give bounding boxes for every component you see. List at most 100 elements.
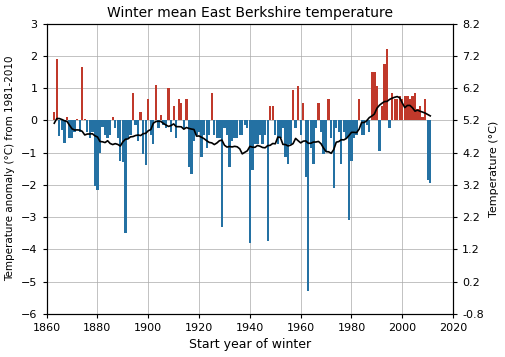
Bar <box>429 120 431 183</box>
Bar <box>144 120 147 165</box>
Bar <box>310 120 312 148</box>
Bar <box>401 99 403 120</box>
Bar <box>223 120 226 129</box>
Bar <box>102 120 104 127</box>
Bar <box>289 120 292 145</box>
Bar <box>200 120 203 157</box>
Bar <box>251 120 254 170</box>
Bar <box>157 120 160 129</box>
Bar <box>320 120 322 132</box>
Bar <box>233 120 236 138</box>
Bar <box>63 120 66 143</box>
Bar <box>406 96 409 120</box>
Bar <box>345 120 347 138</box>
Bar <box>294 120 297 129</box>
Bar <box>170 120 172 132</box>
Bar <box>272 106 274 120</box>
Bar <box>119 120 122 161</box>
Bar <box>417 109 419 120</box>
Bar <box>246 120 248 129</box>
Bar <box>124 120 127 233</box>
Bar <box>361 120 363 135</box>
Bar <box>208 120 211 135</box>
Bar <box>386 49 388 120</box>
Bar <box>383 64 386 120</box>
Bar <box>73 120 76 132</box>
Bar <box>203 120 206 135</box>
Bar <box>96 120 98 190</box>
Bar <box>149 120 152 135</box>
Bar <box>139 112 142 120</box>
Bar <box>168 88 170 120</box>
Title: Winter mean East Berkshire temperature: Winter mean East Berkshire temperature <box>107 6 393 20</box>
Bar <box>178 99 180 120</box>
Bar <box>381 106 383 120</box>
Bar <box>68 120 71 138</box>
Bar <box>53 112 56 120</box>
Bar <box>155 85 157 120</box>
Bar <box>315 120 317 129</box>
Bar <box>427 120 429 180</box>
Bar <box>254 120 256 145</box>
Bar <box>267 120 269 241</box>
Y-axis label: Temperature anomaly (°C) from 1981-2010: Temperature anomaly (°C) from 1981-2010 <box>6 56 16 281</box>
X-axis label: Start year of winter: Start year of winter <box>189 338 311 351</box>
Bar <box>335 120 337 129</box>
Bar <box>160 115 162 120</box>
Bar <box>350 120 352 161</box>
Bar <box>134 120 137 125</box>
Bar <box>287 120 289 164</box>
Bar <box>322 120 325 154</box>
Bar <box>226 120 228 135</box>
Bar <box>104 120 106 135</box>
Bar <box>213 120 216 135</box>
Bar <box>366 120 368 125</box>
Bar <box>269 106 271 120</box>
Bar <box>91 120 93 132</box>
Bar <box>238 120 241 135</box>
Bar <box>317 102 320 120</box>
Bar <box>249 120 251 243</box>
Bar <box>376 86 378 120</box>
Bar <box>279 120 281 138</box>
Bar <box>302 102 305 120</box>
Y-axis label: Temperature (°C): Temperature (°C) <box>489 121 499 217</box>
Bar <box>424 99 426 120</box>
Bar <box>414 93 416 120</box>
Bar <box>231 120 233 141</box>
Bar <box>147 99 149 120</box>
Bar <box>114 120 116 129</box>
Bar <box>307 120 310 291</box>
Bar <box>129 120 132 135</box>
Bar <box>396 99 398 120</box>
Bar <box>188 120 190 167</box>
Bar <box>185 99 187 120</box>
Bar <box>284 120 286 157</box>
Bar <box>89 120 91 138</box>
Bar <box>419 106 421 120</box>
Bar <box>137 120 139 141</box>
Bar <box>373 72 376 120</box>
Bar <box>277 120 279 145</box>
Bar <box>340 120 342 164</box>
Bar <box>409 99 411 120</box>
Bar <box>76 119 78 120</box>
Bar <box>112 117 114 120</box>
Bar <box>94 120 96 186</box>
Bar <box>162 120 165 125</box>
Bar <box>325 120 327 151</box>
Bar <box>122 120 124 162</box>
Bar <box>348 120 350 220</box>
Bar <box>206 120 208 148</box>
Bar <box>264 120 266 135</box>
Bar <box>411 96 414 120</box>
Bar <box>78 120 81 132</box>
Bar <box>243 120 246 125</box>
Bar <box>180 102 182 120</box>
Bar <box>216 120 218 138</box>
Bar <box>221 120 223 227</box>
Bar <box>358 99 360 120</box>
Bar <box>228 120 231 167</box>
Bar <box>211 93 213 120</box>
Bar <box>218 120 221 138</box>
